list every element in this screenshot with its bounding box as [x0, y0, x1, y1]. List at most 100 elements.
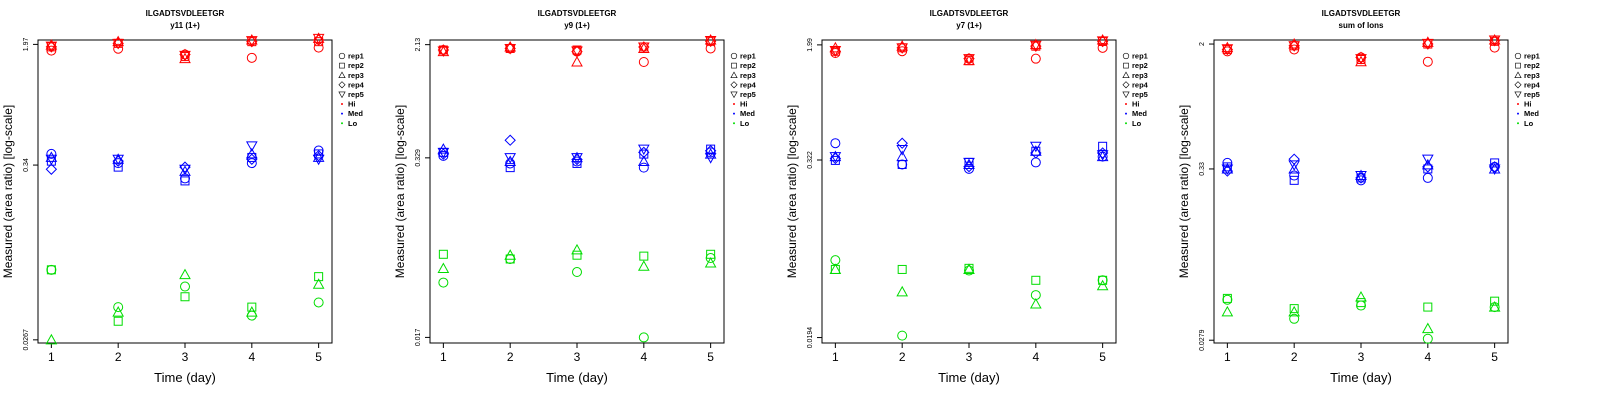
chart-panel-3: ILGADTSVDLEETGR y7 (1+) 1 2 3 4 5 Time (day) 0.0…	[785, 9, 1149, 385]
data-point	[179, 52, 191, 64]
legend-symbol-rep4	[730, 81, 738, 89]
legend-symbol-rep3	[1514, 71, 1522, 78]
data-point	[1288, 160, 1301, 171]
data-point	[1355, 172, 1367, 184]
legend-label: Lo	[1524, 119, 1534, 128]
data-point	[1288, 305, 1301, 317]
legend-symbol-rep2	[1515, 62, 1521, 69]
legend-label: rep5	[1524, 90, 1540, 99]
data-point	[830, 138, 841, 149]
x-axis-label: Time (day)	[154, 370, 216, 385]
data-point	[1356, 300, 1366, 311]
data-point	[179, 268, 191, 280]
data-point	[245, 306, 258, 317]
legend-marker	[338, 71, 346, 78]
legend-symbol-hi	[1517, 103, 1519, 105]
data-point	[314, 149, 324, 159]
x-tick-label: 2	[507, 350, 514, 364]
chart-title: ILGADTSVDLEETGR	[538, 9, 617, 18]
data-point	[637, 260, 650, 271]
data-point	[896, 150, 909, 162]
data-point	[572, 267, 582, 278]
x-tick-label: 1	[440, 350, 447, 364]
legend-marker	[338, 91, 346, 99]
legend-label: rep4	[1132, 80, 1149, 89]
data-point	[312, 154, 325, 166]
data-point	[1488, 301, 1501, 312]
legend-symbol-rep5	[730, 91, 738, 99]
data-point	[1288, 153, 1300, 165]
data-point	[572, 250, 582, 260]
data-point	[179, 50, 191, 62]
legend-symbol-hi	[733, 103, 735, 105]
data-point	[504, 153, 517, 164]
x-axis-label: Time (day)	[938, 370, 1000, 385]
y-tick-label: 0.017	[415, 329, 422, 347]
data-point	[1029, 141, 1042, 153]
data-point	[504, 249, 517, 260]
legend-label: Med	[348, 109, 363, 118]
legend-marker	[338, 52, 346, 60]
chart-subtitle: y11 (1+)	[170, 21, 200, 30]
data-point	[1222, 294, 1233, 305]
data-point	[897, 159, 907, 169]
legend-label: rep4	[348, 80, 365, 89]
data-point	[247, 302, 257, 312]
data-point	[1289, 170, 1300, 181]
data-point	[571, 55, 583, 67]
legend-symbol-rep5	[338, 91, 346, 99]
y-axis-label: Measured (area ratio) [log-scale]	[1177, 105, 1191, 278]
legend-symbol-med	[1517, 112, 1519, 115]
data-point	[179, 164, 191, 176]
data-point	[313, 297, 324, 308]
plot-frame	[37, 39, 333, 344]
data-point	[1030, 157, 1041, 168]
data-point	[113, 43, 124, 54]
data-point	[963, 160, 975, 173]
legend-marker	[1515, 62, 1521, 69]
data-point	[245, 141, 258, 152]
chart-subtitle: y7 (1+)	[956, 21, 982, 30]
data-point	[112, 155, 124, 167]
legend-label: rep2	[1524, 61, 1540, 70]
legend-marker	[730, 91, 738, 99]
legend-symbol-rep1	[1514, 52, 1522, 60]
data-point	[1096, 279, 1109, 291]
legend-marker	[730, 52, 738, 60]
legend-marker	[1125, 103, 1127, 105]
chart-title: ILGADTSVDLEETGR	[146, 9, 225, 18]
data-point	[1289, 175, 1299, 185]
x-tick-label: 1	[1224, 350, 1231, 364]
data-point	[896, 137, 908, 149]
plot-frame	[429, 39, 725, 344]
legend-marker	[341, 103, 343, 105]
legend-symbol-med	[1125, 112, 1127, 115]
y-tick-label: 0.0267	[23, 329, 30, 351]
legend-symbol-rep1	[338, 52, 346, 60]
y-tick-label: 0.34	[23, 158, 30, 172]
legend-marker	[1125, 112, 1127, 115]
data-point	[963, 263, 975, 274]
data-point	[1355, 55, 1367, 67]
y-axis-label: Measured (area ratio) [log-scale]	[1, 105, 15, 278]
data-point	[1221, 44, 1234, 55]
plot-frame	[821, 39, 1117, 344]
data-point	[704, 145, 717, 157]
data-point	[45, 333, 58, 345]
data-point	[1423, 302, 1433, 312]
data-point	[45, 154, 58, 166]
legend-label: rep2	[348, 61, 364, 70]
data-point	[638, 146, 650, 159]
data-point	[1029, 297, 1042, 309]
data-point	[1098, 141, 1108, 151]
legend-label: rep5	[348, 90, 364, 99]
data-point	[438, 249, 448, 259]
data-point	[245, 36, 258, 47]
legend-marker	[341, 112, 343, 115]
data-point	[504, 134, 516, 146]
data-point	[637, 42, 650, 54]
y-tick-label: 0.0194	[807, 327, 814, 349]
chart-title: ILGADTSVDLEETGR	[1322, 9, 1401, 18]
legend-marker	[1122, 71, 1130, 78]
